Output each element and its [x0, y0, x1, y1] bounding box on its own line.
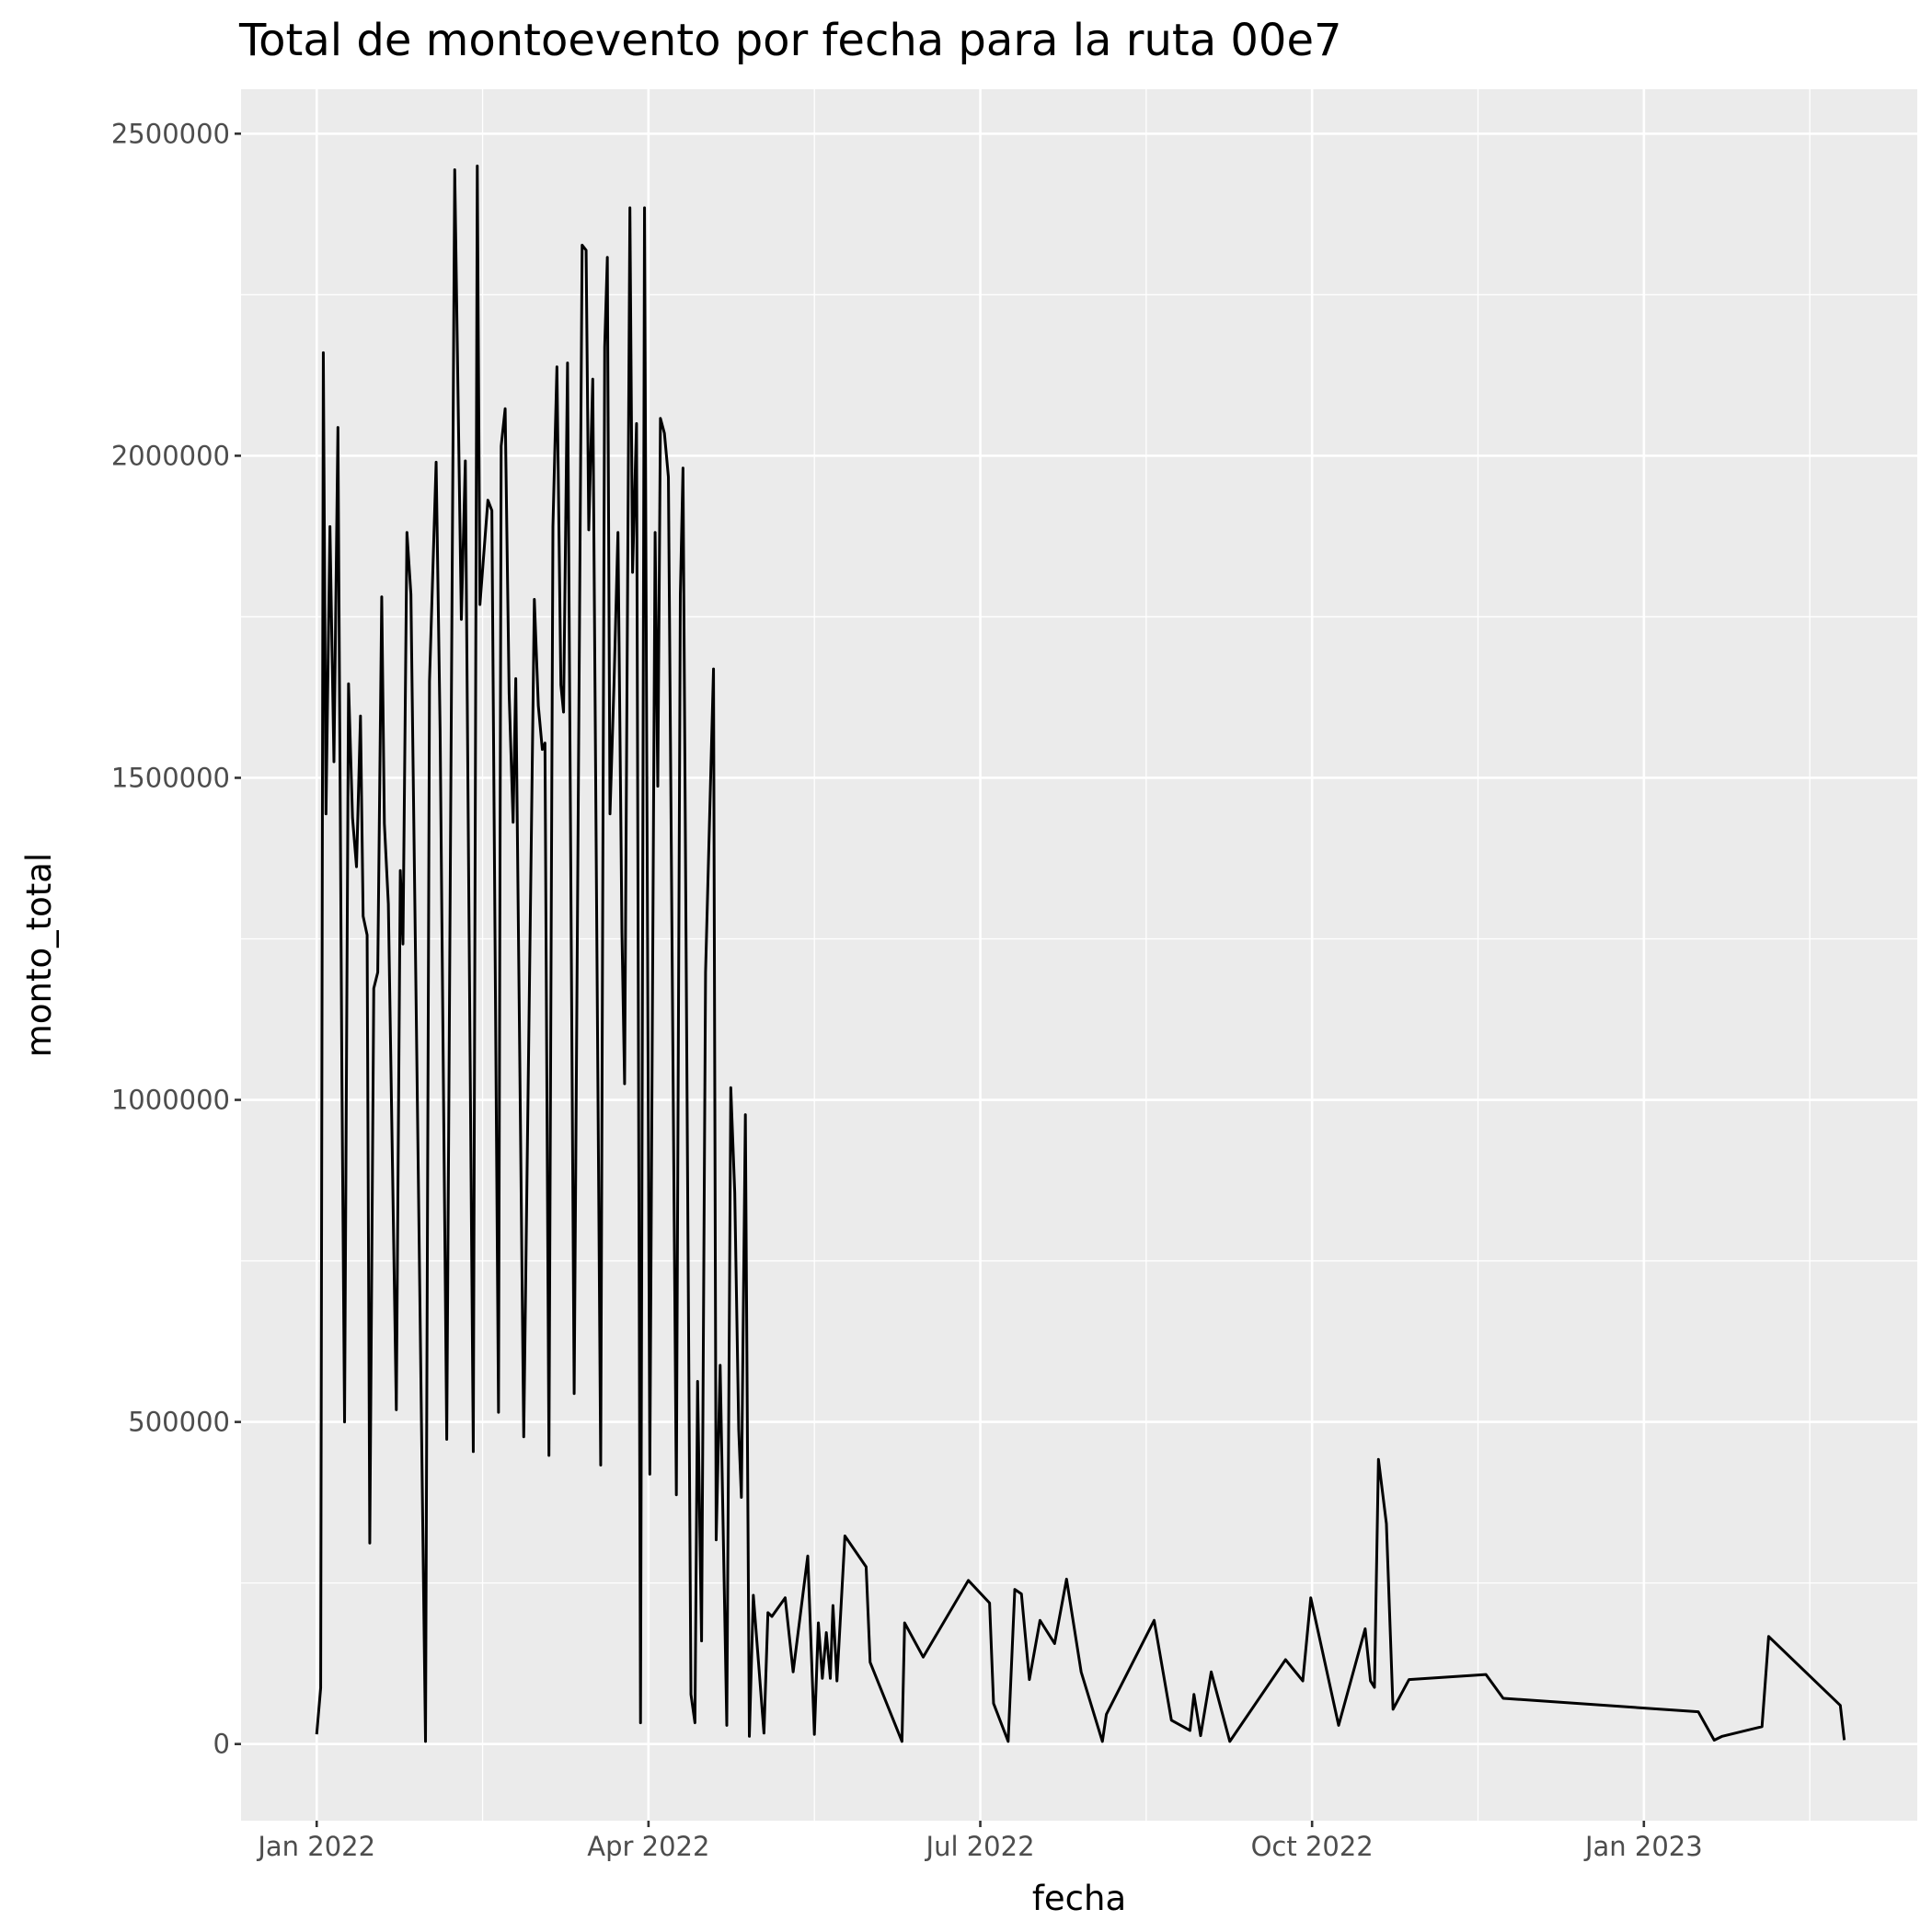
- data-line: [315, 164, 1846, 1743]
- chart-title: Total de montoevento por fecha para la r…: [238, 15, 1342, 66]
- y-tick-label: 2500000: [111, 118, 230, 149]
- y-axis-title: monto_total: [19, 853, 59, 1057]
- axes: 0 500000 1000000 1500000 2000000 2500000 Jan 2…: [111, 118, 1703, 1862]
- x-tick-label: Jan 2022: [256, 1831, 375, 1862]
- marks: [315, 164, 1846, 1743]
- x-tick-label: Jan 2023: [1583, 1831, 1703, 1862]
- x-tick-label: Jul 2022: [925, 1831, 1035, 1862]
- x-tick-label: Oct 2022: [1251, 1831, 1374, 1862]
- y-tick-label: 1000000: [111, 1085, 230, 1116]
- x-axis-title: fecha: [1032, 1879, 1126, 1918]
- y-tick-label: 0: [213, 1729, 230, 1760]
- y-tick-label: 1500000: [111, 762, 230, 793]
- plot-panel: [241, 89, 1917, 1821]
- x-tick-label: Apr 2022: [587, 1831, 709, 1862]
- y-tick-label: 500000: [128, 1407, 230, 1438]
- y-tick-label: 2000000: [111, 440, 230, 471]
- minor-grid: [241, 89, 1917, 1821]
